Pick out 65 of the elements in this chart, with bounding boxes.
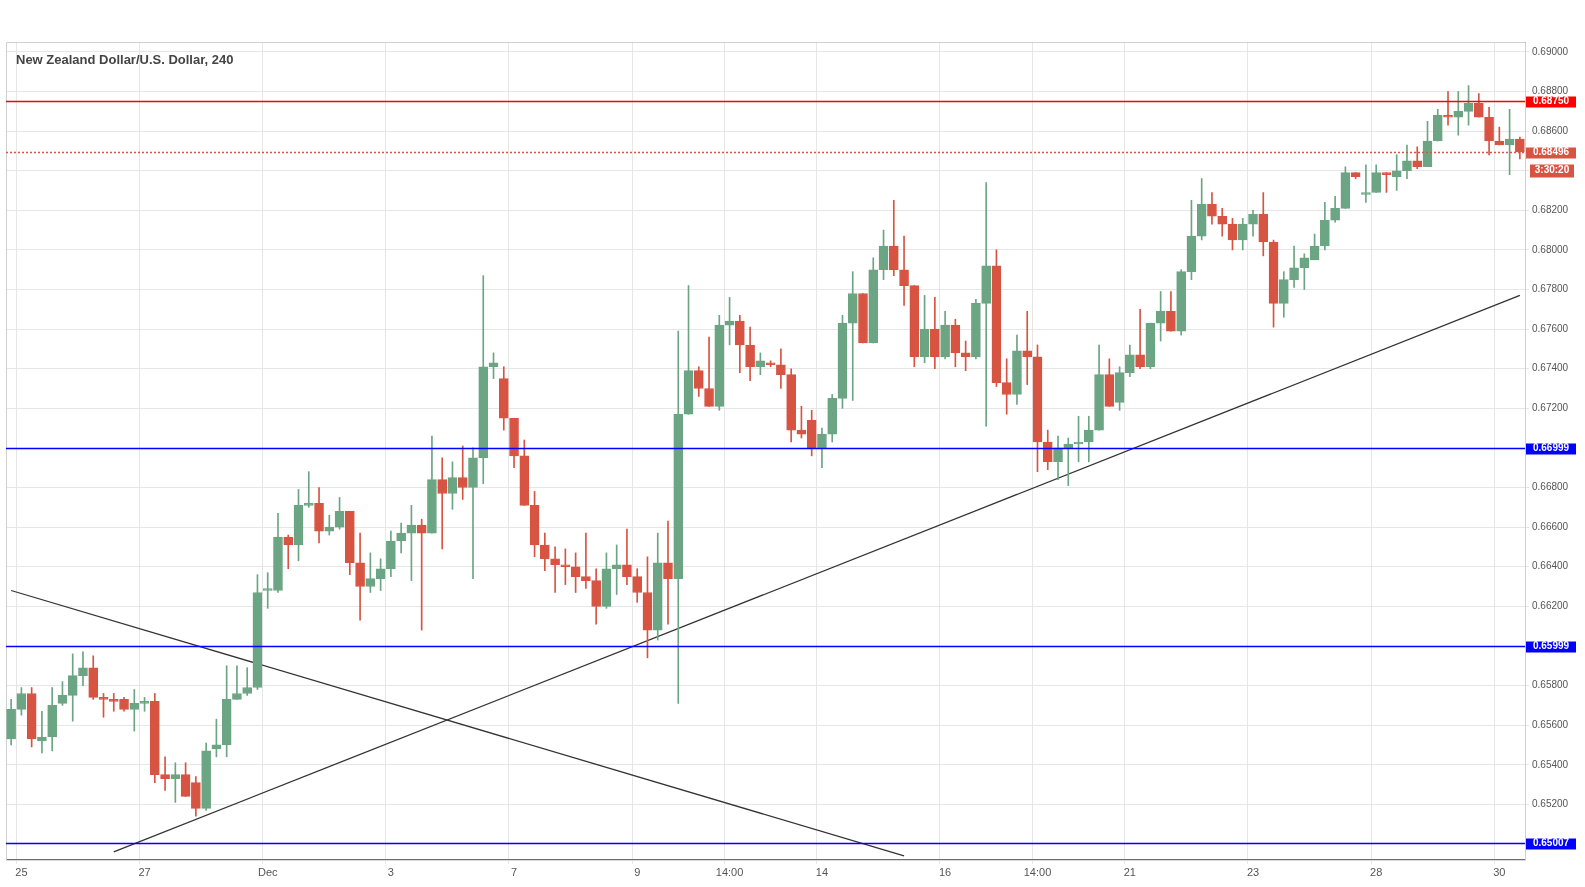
candlestick bbox=[468, 447, 478, 579]
text: New Zealand Dollar/U.S. Dollar, 240 bbox=[16, 51, 234, 67]
candlestick bbox=[129, 689, 140, 732]
candlestick bbox=[1443, 91, 1453, 126]
candlestick bbox=[283, 534, 294, 570]
x-tick-label: 30 bbox=[1493, 866, 1506, 879]
ref-line-label: 0.66999 bbox=[1532, 442, 1570, 454]
candlestick bbox=[663, 520, 673, 625]
candlestick bbox=[1022, 310, 1033, 385]
candlestick bbox=[108, 693, 119, 712]
candlestick bbox=[242, 667, 253, 696]
candlestick bbox=[160, 756, 170, 791]
x-tick-label: 14 bbox=[815, 866, 829, 879]
candlestick bbox=[1001, 358, 1012, 415]
candlestick bbox=[1135, 308, 1145, 370]
x-tick-label: 3 bbox=[387, 866, 394, 879]
y-tick-label: 0.65800 bbox=[1532, 679, 1569, 691]
x-tick-label: Dec bbox=[257, 866, 278, 879]
ref-line-label: 0.65007 bbox=[1532, 837, 1570, 849]
candlestick bbox=[303, 471, 314, 508]
candlestick bbox=[457, 445, 468, 500]
candlestick bbox=[1361, 164, 1371, 203]
candlestick bbox=[899, 235, 909, 306]
y-tick-label: 0.68600 bbox=[1532, 124, 1569, 136]
y-tick-label: 0.67600 bbox=[1532, 322, 1569, 334]
y-tick-label: 0.65400 bbox=[1532, 758, 1569, 770]
candlestick bbox=[1391, 154, 1402, 191]
y-tick-label: 0.67200 bbox=[1532, 402, 1569, 414]
y-tick-label: 0.66400 bbox=[1532, 560, 1569, 572]
x-tick-label: 23 bbox=[1246, 866, 1260, 879]
y-tick-label: 0.67400 bbox=[1532, 362, 1569, 374]
y-tick-label: 0.69000 bbox=[1532, 45, 1569, 57]
candlestick bbox=[262, 572, 273, 609]
y-tick-label: 0.65200 bbox=[1532, 798, 1569, 810]
candlestick bbox=[1453, 91, 1464, 136]
candlestick bbox=[232, 665, 242, 700]
y-tick-label: 0.66800 bbox=[1532, 481, 1569, 493]
x-tick-label: 27 bbox=[138, 866, 151, 879]
x-tick-label: 28 bbox=[1370, 866, 1383, 879]
candlestick bbox=[581, 532, 591, 589]
candlestick bbox=[416, 518, 427, 631]
y-tick-label: 0.66600 bbox=[1532, 520, 1569, 532]
x-tick-label: 7 bbox=[510, 866, 518, 879]
y-tick-label: 0.68200 bbox=[1532, 204, 1569, 216]
x-tick-label: 16 bbox=[938, 866, 952, 879]
x-tick-label: 21 bbox=[1123, 866, 1136, 879]
y-tick-label: 0.68000 bbox=[1532, 243, 1569, 255]
x-tick-label: 25 bbox=[15, 866, 28, 879]
candlestick bbox=[981, 182, 991, 427]
y-tick-label: 0.66200 bbox=[1532, 600, 1569, 612]
x-tick-label: 9 bbox=[634, 866, 641, 879]
x-tick-label: 14:00 bbox=[1023, 866, 1052, 879]
ref-line-label: 0.68750 bbox=[1532, 95, 1570, 107]
candlestick bbox=[437, 457, 448, 550]
candlestick bbox=[847, 271, 858, 401]
y-tick-label: 0.65600 bbox=[1532, 718, 1569, 730]
ref-line-label: 0.65999 bbox=[1532, 640, 1570, 652]
candlestick bbox=[611, 544, 622, 595]
y-tick-label: 0.68800 bbox=[1532, 85, 1569, 97]
candlestick bbox=[550, 546, 560, 593]
text: 3:30:20 bbox=[1534, 164, 1570, 176]
ref-line-label: 0.68496 bbox=[1532, 146, 1570, 158]
candlestick bbox=[622, 528, 632, 585]
y-tick-label: 0.67800 bbox=[1532, 283, 1569, 295]
x-tick-label: 14:00 bbox=[715, 866, 744, 879]
